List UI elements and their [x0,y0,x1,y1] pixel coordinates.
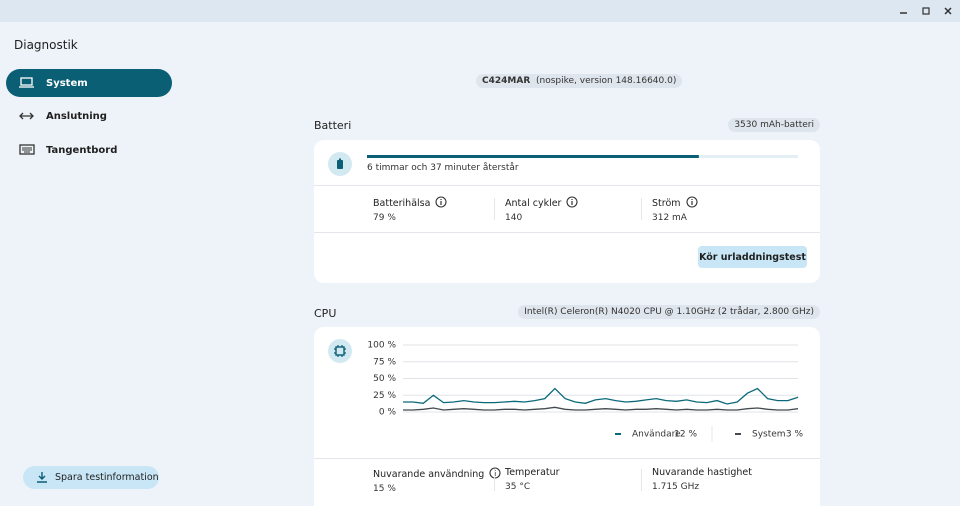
legend-label: System [752,430,786,440]
y-tick-label: 75 % [373,357,396,367]
nav-label: Tangentbord [46,144,118,156]
close-icon[interactable] [944,7,952,15]
keyboard-icon [19,144,35,155]
info-icon[interactable] [489,467,501,479]
title-bar [0,0,960,22]
metric-value: 1.715 GHz [652,482,700,492]
metric-label: Nuvarande hastighet [652,467,752,478]
metric-label: Temperatur [505,467,560,478]
legend-label: Användare [632,430,681,440]
divider [314,458,820,459]
legend-value: 12 % [674,430,697,440]
laptop-icon [19,77,34,88]
metric: Antal cykler 140 [505,196,579,223]
section-heading: CPU [314,307,337,320]
battery-icon [328,152,352,176]
download-icon [37,471,47,483]
metric-value: 35 °C [505,482,531,492]
connection-icon [19,112,34,120]
legend-value: 3 % [786,430,804,440]
battery-bar [367,155,798,158]
divider [494,469,495,491]
series-line [403,387,799,405]
nav-item[interactable]: System [6,69,172,97]
cpu-icon [328,339,352,363]
y-tick-label: 0 % [379,408,397,418]
battery-capacity: 3530 mAh-batteri [728,118,820,132]
cpu-spec: Intel(R) Celeron(R) N4020 CPU @ 1.10GHz … [518,305,820,319]
cpu-card: 100 % 75 % 50 % 25 % 0 % Användare 12 % System 3… [314,327,820,506]
section-heading: Batteri [314,119,352,132]
button-label: Spara testinformation [55,472,159,483]
battery-bar-fill [367,155,699,158]
info-icon[interactable] [435,196,447,208]
window-controls [900,7,952,15]
battery-card: 6 timmar och 37 minuter återstår Batteri… [314,140,820,283]
metric-value: 79 % [373,213,396,223]
divider [641,198,642,220]
divider [494,198,495,220]
divider [314,232,820,233]
metric: Nuvarande användning 15 % [373,467,501,494]
series-line [403,406,799,411]
device-chip: C424MAR (nospike, version 148.16640.0) [476,74,683,88]
metric-value: 312 mA [652,213,687,223]
device-info: (nospike, version 148.16640.0) [535,76,677,86]
metric-label: Antal cykler [505,196,579,209]
device-model: C424MAR [482,76,531,86]
divider [641,469,642,491]
metric: Ström 312 mA [652,196,698,223]
restore-icon[interactable] [922,7,930,15]
save-button[interactable]: Spara testinformation [23,466,159,489]
metric-label: Ström [652,196,698,209]
time-left: 6 timmar och 37 minuter återstår [367,163,519,173]
nav-item[interactable]: Tangentbord [6,136,172,164]
metric: Temperatur 35 °C [505,467,560,492]
y-tick-label: 50 % [373,374,396,384]
app-title: Diagnostik [14,38,78,52]
info-icon[interactable] [685,196,698,208]
y-tick-label: 100 % [367,341,396,351]
metric-value: 140 [505,213,523,223]
metric-label: Nuvarande användning [373,467,501,480]
nav-label: Anslutning [46,110,107,122]
nav-item[interactable]: Anslutning [6,102,172,130]
metric-value: 15 % [373,484,396,494]
info-icon[interactable] [566,196,579,208]
divider [314,185,820,186]
metric: Nuvarande hastighet 1.715 GHz [652,467,752,492]
y-tick-label: 25 % [373,391,396,401]
metric: Batterihälsa 79 % [373,196,447,223]
nav-label: System [46,77,88,89]
metric-label: Batterihälsa [373,196,447,209]
discharge-test-button[interactable]: Kör urladdningstest [698,246,807,268]
